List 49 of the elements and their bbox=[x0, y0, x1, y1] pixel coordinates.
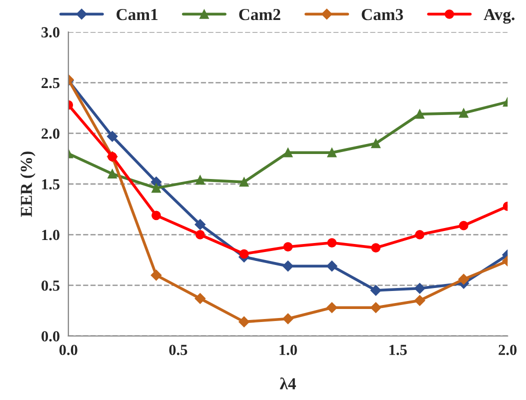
y-tick-label: 1.5 bbox=[42, 179, 60, 190]
point bbox=[327, 148, 337, 158]
x-axis-title: λ4 bbox=[280, 377, 296, 390]
point bbox=[458, 274, 470, 285]
x-tick-label: 1.5 bbox=[389, 344, 407, 356]
point bbox=[194, 293, 206, 304]
point bbox=[458, 220, 468, 230]
point bbox=[283, 148, 293, 158]
legend-label: Avg. bbox=[484, 8, 514, 24]
point bbox=[282, 260, 294, 272]
point bbox=[371, 138, 381, 148]
point bbox=[415, 230, 424, 240]
x-tick-label: 1.0 bbox=[280, 344, 297, 356]
point bbox=[194, 219, 206, 230]
point bbox=[458, 108, 468, 118]
point bbox=[326, 260, 338, 272]
point bbox=[370, 302, 382, 314]
legend-label: Cam2 bbox=[239, 8, 280, 20]
y-tick-label: 3.0 bbox=[42, 27, 60, 38]
point bbox=[371, 243, 381, 253]
point bbox=[106, 130, 118, 142]
y-axis-title: EER (%) bbox=[20, 152, 36, 217]
point bbox=[238, 316, 250, 328]
point bbox=[414, 282, 426, 294]
point bbox=[152, 183, 161, 193]
point bbox=[327, 238, 337, 248]
legend-label: Cam3 bbox=[362, 8, 403, 20]
point bbox=[239, 249, 249, 259]
y-tick-label: 1.0 bbox=[42, 230, 60, 240]
point bbox=[195, 230, 205, 240]
y-tick-label: 2.0 bbox=[42, 128, 60, 139]
point bbox=[239, 177, 249, 187]
x-tick-label: 2.0 bbox=[498, 344, 517, 356]
x-tick-label: 0.0 bbox=[59, 344, 78, 356]
y-tick-label: 0.5 bbox=[42, 280, 60, 291]
point bbox=[326, 302, 338, 314]
y-tick-label: 2.5 bbox=[42, 78, 60, 88]
point bbox=[108, 169, 117, 179]
point bbox=[370, 284, 382, 296]
point bbox=[150, 270, 162, 281]
legend-label: Cam1 bbox=[116, 8, 158, 20]
x-tick-label: 0.5 bbox=[169, 344, 188, 356]
point bbox=[283, 242, 293, 252]
y-tick-label: 0.0 bbox=[42, 331, 60, 342]
point bbox=[282, 313, 294, 324]
point bbox=[152, 210, 161, 220]
point bbox=[415, 109, 424, 119]
point bbox=[414, 295, 426, 306]
point bbox=[195, 175, 205, 185]
